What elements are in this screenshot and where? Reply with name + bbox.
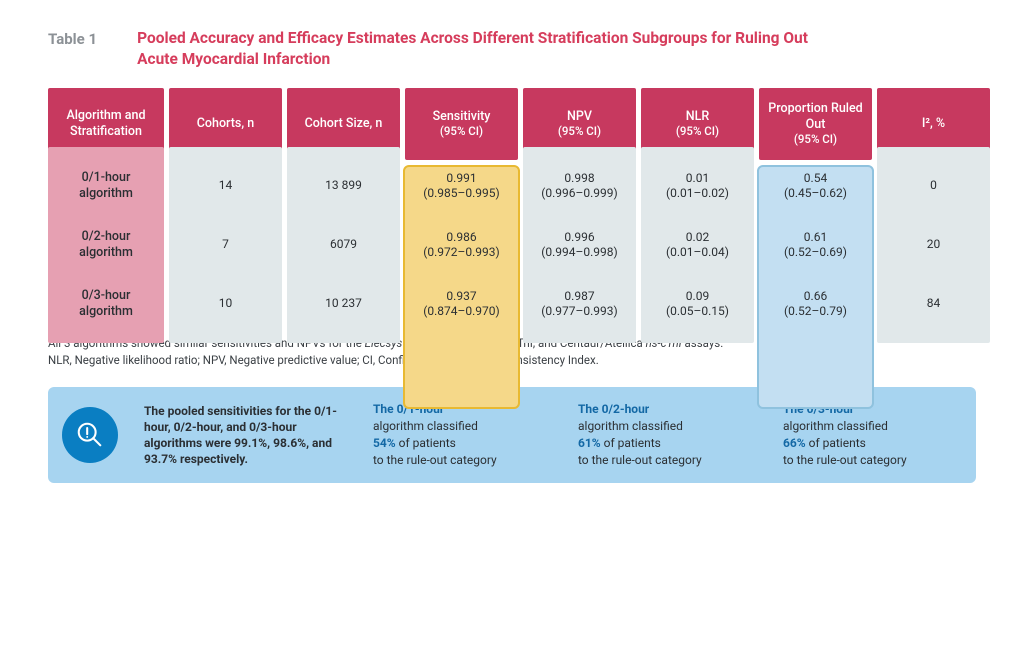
cell-i2: 84 bbox=[877, 265, 990, 343]
cell-sensitivity: 0.937(0.874–0.970) bbox=[405, 265, 518, 343]
cell-npv: 0.987(0.977–0.993) bbox=[523, 265, 636, 343]
table-number: Table 1 bbox=[48, 28, 97, 70]
footnote-2: NLR, Negative likelihood ratio; NPV, Neg… bbox=[48, 352, 976, 369]
info-column: The 0/1-houralgorithm classified54% of p… bbox=[373, 401, 548, 468]
info-panel: The pooled sensitivities for the 0/1-hou… bbox=[48, 387, 976, 482]
row-header: 0/3-hour algorithm bbox=[48, 265, 164, 343]
cell-nlr: 0.09(0.05–0.15) bbox=[641, 265, 754, 343]
title-row: Table 1 Pooled Accuracy and Efficacy Est… bbox=[48, 28, 808, 70]
cell-cohorts-n: 10 bbox=[169, 265, 282, 343]
cell-cohort-size: 10 237 bbox=[287, 265, 400, 343]
cell-proportion: 0.66(0.52–0.79) bbox=[759, 265, 872, 343]
data-table: Algorithm and StratificationCohorts, nCo… bbox=[48, 88, 976, 319]
info-summary: The pooled sensitivities for the 0/1-hou… bbox=[144, 403, 347, 468]
info-columns: The 0/1-houralgorithm classified54% of p… bbox=[373, 401, 958, 468]
info-column: The 0/2-houralgorithm classified61% of p… bbox=[578, 401, 753, 468]
magnifier-alert-icon bbox=[62, 407, 118, 463]
info-column: The 0/3-houralgorithm classified66% of p… bbox=[783, 401, 958, 468]
table-title: Pooled Accuracy and Efficacy Estimates A… bbox=[137, 28, 808, 70]
